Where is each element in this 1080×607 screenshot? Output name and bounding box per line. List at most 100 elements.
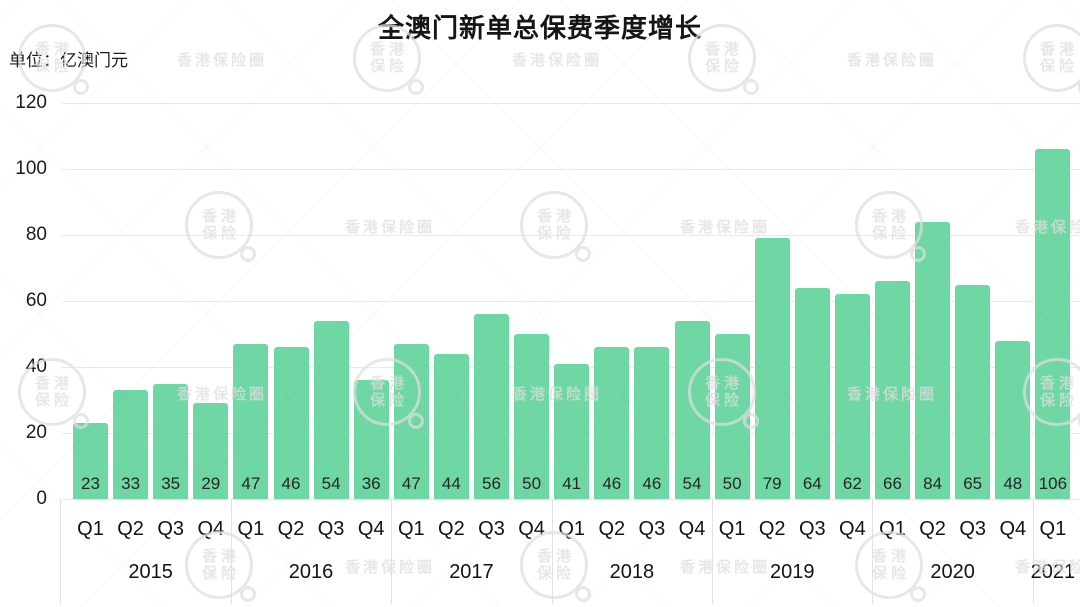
quarter-label: Q1 xyxy=(1039,518,1067,540)
watermark-text: 香港保险圈 xyxy=(177,52,268,69)
quarter-label: Q3 xyxy=(317,518,345,540)
bar-2015-Q4: 29 xyxy=(193,403,229,499)
year-label: 2016 xyxy=(288,561,334,583)
group-separator xyxy=(391,499,393,604)
group-separator xyxy=(551,499,553,604)
watermark-text: 香港保险圈 xyxy=(680,219,771,236)
y-axis-tick-label: 80 xyxy=(25,224,47,245)
quarter-label: Q4 xyxy=(518,518,545,540)
gridline-y-120 xyxy=(62,103,1080,104)
bar-2020-Q4: 48 xyxy=(995,340,1031,499)
gridline-y-80 xyxy=(62,235,1080,236)
bar-value-label: 54 xyxy=(682,473,702,493)
group-separator xyxy=(872,499,874,604)
y-axis-tick-label: 20 xyxy=(25,422,47,443)
y-axis-tick-label: 120 xyxy=(15,92,47,113)
year-label: 2019 xyxy=(770,561,815,583)
watermark-badge-icon: 香港 保险 xyxy=(520,191,591,262)
year-label: 2018 xyxy=(609,561,655,583)
bar-2017-Q4: 50 xyxy=(514,334,550,499)
watermark-badge-icon: 香港 保险 xyxy=(520,531,591,602)
bar-2015-Q1: 23 xyxy=(73,423,108,499)
quarter-label: Q1 xyxy=(237,518,265,540)
gridline-y-0 xyxy=(62,499,1080,500)
y-axis-tick-label: 40 xyxy=(25,356,47,377)
bar-2015-Q3: 35 xyxy=(153,383,189,499)
bar-2017-Q1: 47 xyxy=(393,343,429,499)
bar-2018-Q3: 46 xyxy=(634,347,670,499)
quarter-label: Q1 xyxy=(397,518,425,540)
bar-2016-Q1: 47 xyxy=(233,343,269,499)
quarter-label: Q2 xyxy=(117,518,144,540)
watermark-text: 香港保险圈 xyxy=(847,52,938,69)
year-label: 2021 xyxy=(1030,561,1076,583)
bar-2016-Q3: 54 xyxy=(313,320,349,499)
bar-value-label: 50 xyxy=(722,474,742,493)
quarter-label: Q2 xyxy=(277,518,305,540)
quarter-label: Q4 xyxy=(197,518,225,540)
bar-value-label: 46 xyxy=(602,473,622,493)
bar-value-label: 56 xyxy=(482,473,501,493)
bar-2019-Q2: 79 xyxy=(754,238,790,499)
bar-value-label: 64 xyxy=(802,473,822,493)
bar-2015-Q2: 33 xyxy=(113,390,149,499)
bar-2016-Q2: 46 xyxy=(273,347,309,499)
quarter-label: Q4 xyxy=(678,518,706,540)
quarter-label: Q1 xyxy=(879,518,906,540)
quarter-label: Q4 xyxy=(357,518,385,540)
bar-value-label: 62 xyxy=(842,473,862,493)
quarter-label: Q2 xyxy=(598,518,626,540)
bar-2020-Q2: 84 xyxy=(915,221,951,499)
bar-value-label: 23 xyxy=(81,473,100,493)
bar-2020-Q1: 66 xyxy=(875,281,910,499)
bar-2018-Q4: 54 xyxy=(674,320,710,499)
bar-2019-Q3: 64 xyxy=(794,287,830,499)
bar-value-label: 48 xyxy=(1003,473,1023,493)
bar-value-label: 33 xyxy=(121,473,141,493)
watermark-text: 香港保险圈 xyxy=(512,52,603,69)
bar-value-label: 84 xyxy=(923,473,943,493)
group-separator xyxy=(230,499,232,604)
bar-2017-Q3: 56 xyxy=(474,314,509,499)
quarter-label: Q3 xyxy=(157,518,185,540)
bar-value-label: 44 xyxy=(441,473,461,493)
bar-value-label: 29 xyxy=(201,473,221,493)
y-axis-tick-label: 0 xyxy=(36,488,47,509)
unit-label: 单位：亿澳门元 xyxy=(9,51,128,70)
watermark-badge-icon: 香港 保险 xyxy=(855,191,926,262)
quarter-label: Q2 xyxy=(919,518,946,540)
bar-2019-Q4: 62 xyxy=(834,294,870,499)
year-label: 2015 xyxy=(128,561,173,583)
watermark-text: 香港保险圈 xyxy=(345,219,436,236)
bar-value-label: 41 xyxy=(562,473,582,493)
bar-2018-Q2: 46 xyxy=(594,347,630,499)
bar-2019-Q1: 50 xyxy=(714,334,750,499)
bar-value-label: 46 xyxy=(281,473,301,493)
bar-value-label: 50 xyxy=(522,474,542,493)
bar-value-label: 36 xyxy=(361,473,381,493)
bar-value-label: 47 xyxy=(401,473,421,493)
bar-value-label: 79 xyxy=(762,473,782,493)
bar-2017-Q2: 44 xyxy=(433,353,469,499)
quarter-label: Q3 xyxy=(478,518,505,540)
quarter-label: Q2 xyxy=(438,518,465,540)
quarter-label: Q1 xyxy=(77,518,104,540)
watermark-badge-icon: 香港 保险 xyxy=(185,191,256,262)
y-axis-tick-label: 100 xyxy=(15,158,47,179)
bar-value-label: 35 xyxy=(161,474,181,493)
bar-2021-Q1: 106 xyxy=(1035,149,1071,499)
group-separator xyxy=(712,499,714,604)
quarter-label: Q4 xyxy=(839,518,866,540)
bar-2018-Q1: 41 xyxy=(554,363,590,499)
bar-value-label: 65 xyxy=(963,474,983,493)
bar-value-label: 106 xyxy=(1038,473,1068,493)
quarter-label: Q2 xyxy=(758,518,786,540)
gridline-y-100 xyxy=(62,169,1080,170)
bar-2016-Q4: 36 xyxy=(353,380,389,499)
year-label: 2017 xyxy=(449,561,494,583)
gridline-y-60 xyxy=(62,301,1080,302)
quarter-label: Q3 xyxy=(959,518,987,540)
quarter-label: Q1 xyxy=(558,518,586,540)
quarter-label: Q1 xyxy=(718,518,746,540)
